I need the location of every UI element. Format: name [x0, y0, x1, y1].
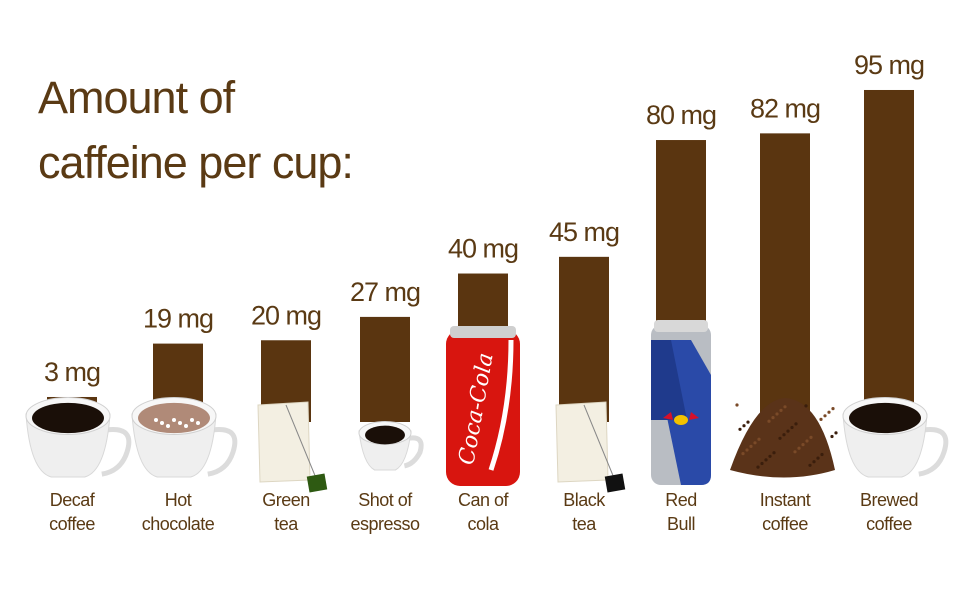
green-tea-bag-icon	[257, 401, 328, 493]
value-label: 95 mg	[854, 50, 924, 80]
bar-group-4: 40 mg Coca-Cola Can of cola	[446, 234, 520, 534]
bar-group-8: 95 mg Brewed coffee	[842, 50, 949, 534]
chart-title-line-2: caffeine per cup:	[38, 137, 353, 188]
category-label: coffee	[866, 514, 912, 534]
bar-group-5: 45 mg Black tea	[549, 217, 626, 534]
bar	[760, 133, 810, 422]
category-label: Shot of	[358, 490, 413, 510]
category-label: Decaf	[50, 490, 96, 510]
bar-group-1: 19 mg Hot chocolate	[131, 304, 238, 534]
category-label: Red	[665, 490, 697, 510]
value-label: 20 mg	[251, 300, 321, 330]
category-label: coffee	[762, 514, 808, 534]
bar	[559, 256, 609, 422]
category-label: chocolate	[142, 514, 215, 534]
category-label: espresso	[350, 514, 420, 534]
value-label: 80 mg	[646, 100, 716, 130]
cola-can-icon: Coca-Cola	[446, 326, 520, 486]
chart-title-line-1: Amount of	[38, 72, 236, 123]
espresso-cup-icon	[358, 421, 424, 471]
coffee-cup-icon	[25, 397, 132, 478]
category-label: cola	[467, 514, 500, 534]
value-label: 19 mg	[143, 304, 213, 334]
instant-coffee-pile-icon	[730, 398, 838, 478]
bar-group-3: 27 mg Shot of espresso	[350, 277, 424, 534]
coffee-cup-icon	[842, 397, 949, 478]
value-label: 45 mg	[549, 217, 619, 247]
bar-group-7: 82 mg Instant coffee	[730, 93, 838, 534]
value-label: 40 mg	[448, 234, 518, 264]
bar-group-6: 80 mg Red Bull	[646, 100, 717, 534]
red-bull-can-icon	[651, 320, 711, 485]
value-label: 27 mg	[350, 277, 420, 307]
category-label: tea	[274, 514, 299, 534]
category-label: Bull	[667, 514, 695, 534]
category-label: Hot	[165, 490, 192, 510]
category-label: Can of	[458, 490, 510, 510]
category-label: Black	[563, 490, 606, 510]
value-label: 82 mg	[750, 93, 820, 123]
category-label: tea	[572, 514, 597, 534]
bar-group-0: 3 mg Decaf coffee	[25, 357, 132, 534]
value-label: 3 mg	[44, 357, 100, 387]
bar-group-2: 20 mg Green tea	[251, 300, 328, 534]
bar	[360, 316, 410, 422]
bar	[864, 89, 914, 423]
black-tea-bag-icon	[555, 401, 626, 493]
category-label: Brewed	[860, 490, 918, 510]
hot-chocolate-cup-icon	[131, 397, 238, 478]
category-label: Green	[262, 490, 310, 510]
category-label: coffee	[49, 514, 95, 534]
category-label: Instant	[760, 490, 811, 510]
